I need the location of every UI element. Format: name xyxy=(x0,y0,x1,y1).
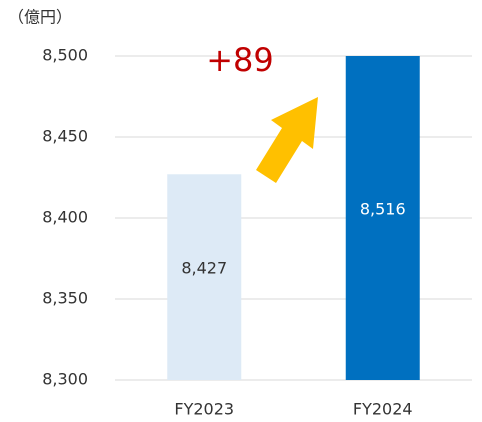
y-tick-label: 8,350 xyxy=(42,289,88,308)
y-tick-label: 8,450 xyxy=(42,127,88,146)
unit-label: （億円） xyxy=(8,8,72,27)
bar xyxy=(345,56,420,380)
y-tick-label: 8,300 xyxy=(42,370,88,389)
value-label: 8,516 xyxy=(360,200,406,219)
y-tick-label: 8,400 xyxy=(42,208,88,227)
x-tick-label: FY2024 xyxy=(353,400,413,419)
bar xyxy=(167,174,242,380)
value-label: 8,427 xyxy=(181,259,227,278)
x-tick-label: FY2023 xyxy=(174,400,234,419)
y-tick-label: 8,500 xyxy=(42,46,88,65)
annotation: +89 xyxy=(206,41,274,79)
increase-arrow xyxy=(256,97,318,183)
